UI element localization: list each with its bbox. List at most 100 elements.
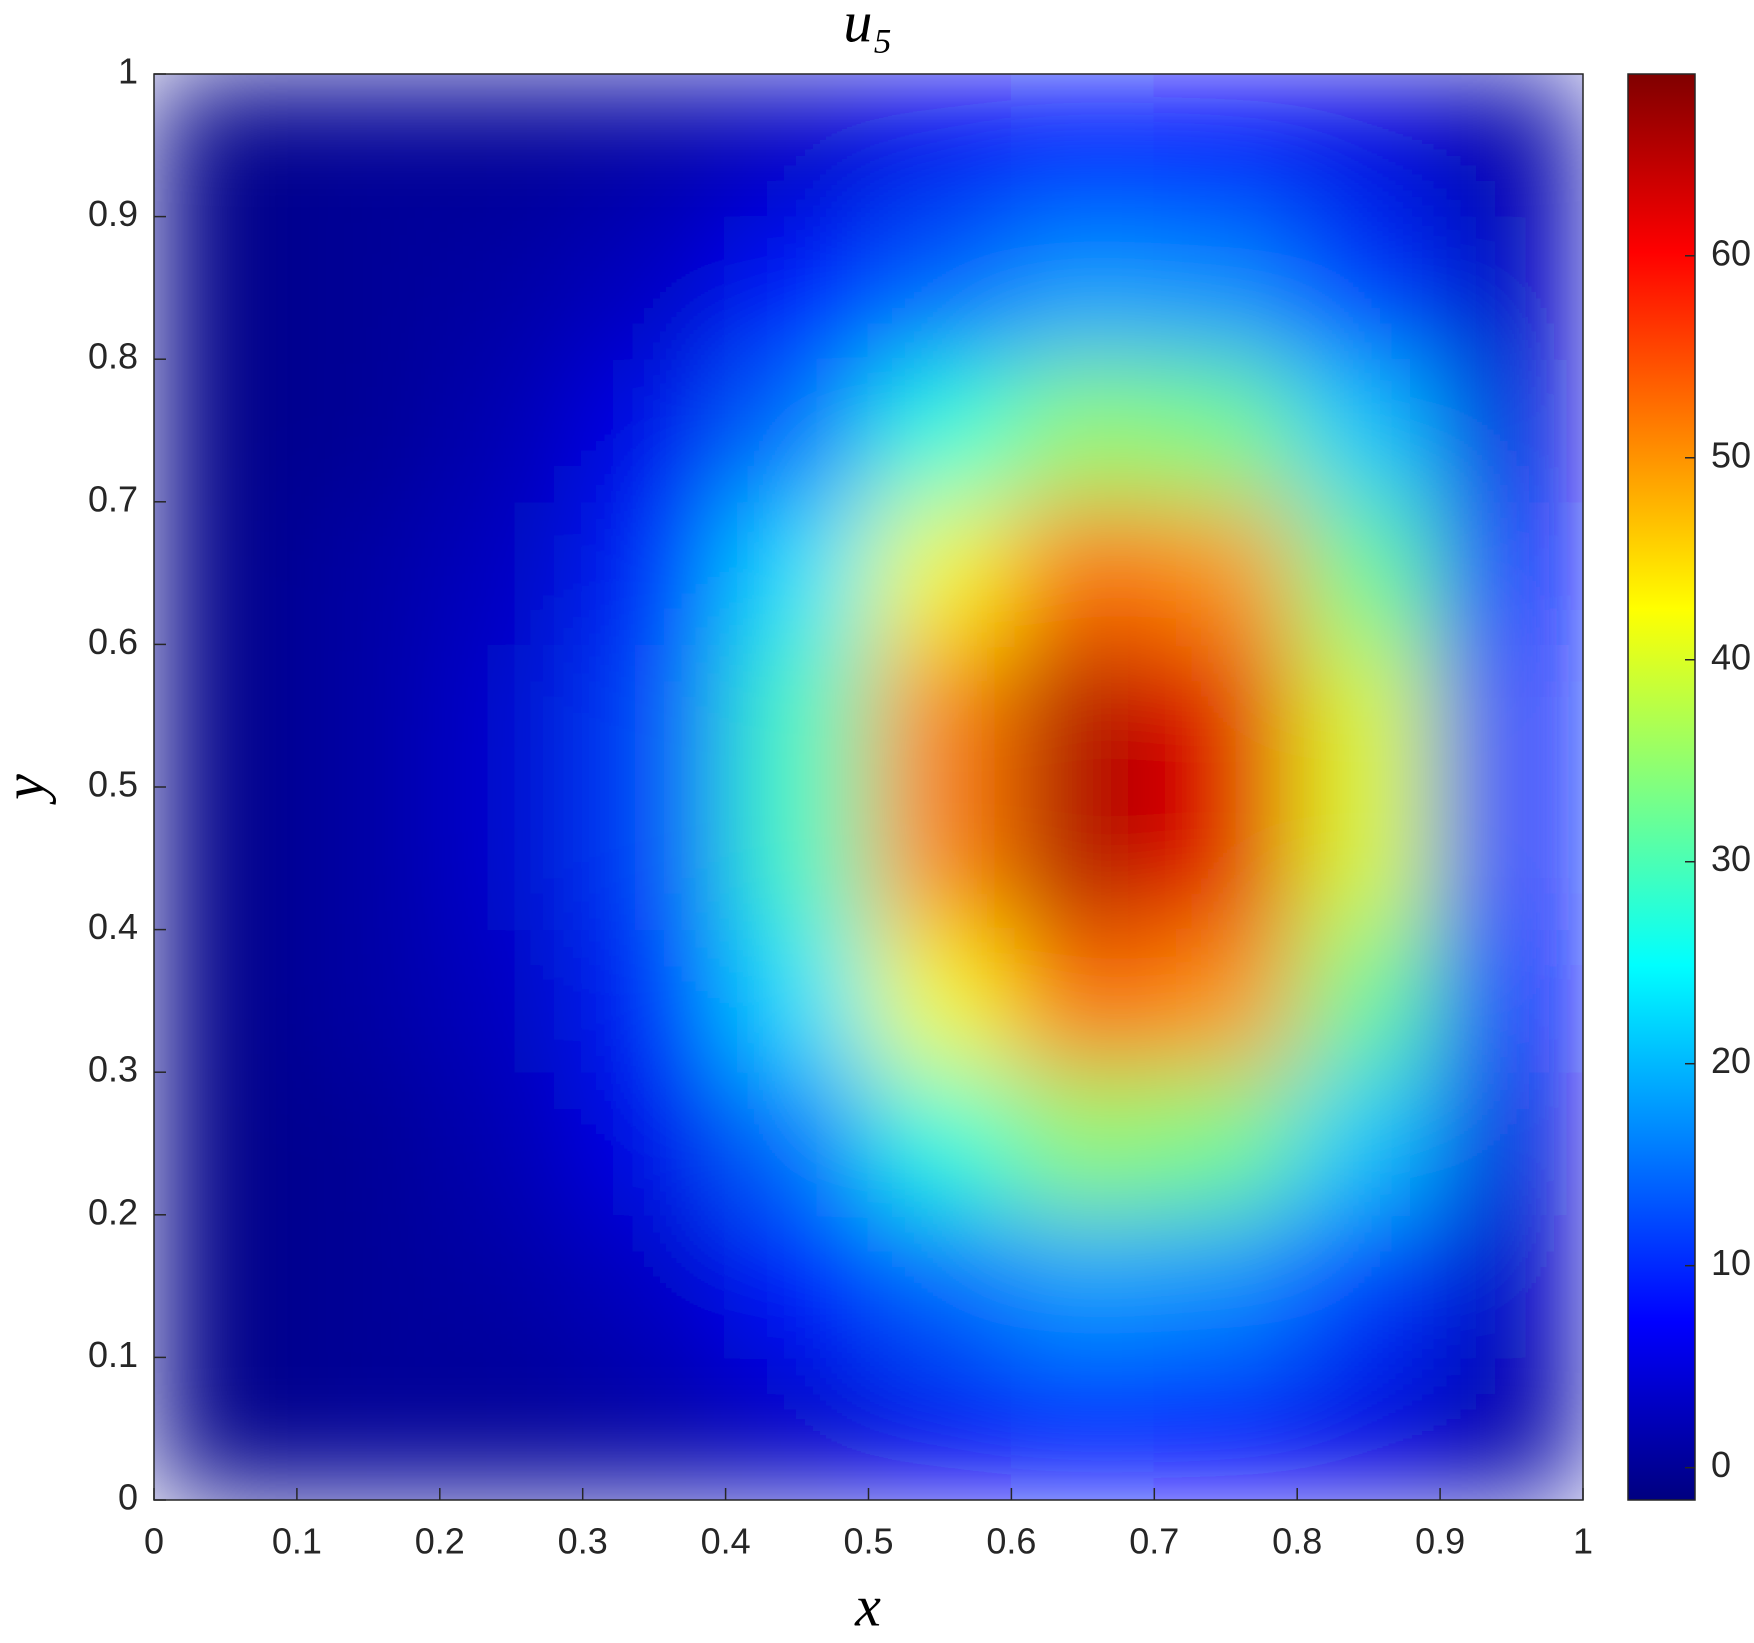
heatmap-cell [1439,1214,1583,1358]
colorbar-tick-label: 40 [1711,636,1751,677]
colorbar-tick-label: 50 [1711,434,1751,475]
heatmap-cell [868,786,1012,931]
heatmap-cell [582,929,727,1073]
heatmap-cell [439,643,584,788]
x-tick-label: 1 [1573,1521,1593,1562]
heatmap-cell [296,643,441,788]
heatmap-cell [1010,216,1155,360]
y-tick-label: 0.2 [88,1191,138,1232]
heatmap-cell [725,74,869,218]
y-tick-label: 0.8 [88,336,138,377]
heatmap-cell [725,1214,869,1358]
heatmap-cell [439,216,584,360]
heatmap-cell [582,216,727,360]
heatmap-cell [154,216,298,360]
heatmap-cell [582,1356,727,1500]
heatmap-cell [154,74,298,218]
heatmap-cell [154,929,298,1073]
heatmap-cell [1010,643,1155,788]
heatmap-cell [439,1071,584,1216]
heatmap-cell [582,1071,727,1216]
heatmap-cell [439,74,584,218]
heatmap-cell [582,643,727,788]
heatmap-cell [1010,501,1155,645]
colorbar-tick-label: 10 [1711,1242,1751,1283]
x-tick-label: 0.5 [843,1521,893,1562]
y-tick-label: 0.6 [88,621,138,662]
heatmap-cell [868,1214,1012,1358]
heatmap-cell [725,929,869,1073]
heatmap-cell [1439,1356,1583,1500]
y-tick-label: 0.9 [88,193,138,234]
heatmap-cell [1439,501,1583,645]
heatmap-cell [154,358,298,503]
y-tick-label: 0.5 [88,764,138,805]
heatmap-cell [1296,216,1441,360]
x-tick-label: 0.8 [1272,1521,1322,1562]
colorbar-tick-label: 60 [1711,232,1751,273]
heatmap-cell [1439,358,1583,503]
x-tick-label: 0.4 [701,1521,751,1562]
heatmap-cell [1296,1356,1441,1500]
heatmap-cell [582,1214,727,1358]
heatmap-cell [725,1071,869,1216]
heatmap-cell [154,1214,298,1358]
y-tick-label: 0 [118,1477,138,1518]
heatmap-cell [296,786,441,931]
heatmap-cell [1296,1071,1441,1216]
y-tick-label: 0.7 [88,478,138,519]
heatmap-cell [1296,501,1441,645]
x-tick-label: 0.6 [986,1521,1036,1562]
heatmap-cell [1010,1071,1155,1216]
heatmap-cell [1010,1356,1155,1500]
y-tick-label: 1 [118,51,138,92]
heatmap-cell [868,74,1012,218]
heatmap-cell [154,643,298,788]
heatmap-cell [1153,786,1298,931]
heatmap-cell [725,501,869,645]
heatmap-cell [296,74,441,218]
heatmap-cell [1296,929,1441,1073]
heatmap [154,74,1583,1500]
colorbar-tick-label: 0 [1711,1444,1731,1485]
heatmap-cell [439,358,584,503]
heatmap-cell [1439,786,1583,931]
heatmap-cell [296,929,441,1073]
heatmap-cell [1153,929,1298,1073]
y-tick-label: 0.1 [88,1334,138,1375]
y-tick-label: 0.3 [88,1049,138,1090]
colorbar [1627,73,1696,1501]
heatmap-cell [1010,929,1155,1073]
heatmap-cell [1153,358,1298,503]
heatmap-cell [1296,643,1441,788]
heatmap-cell [1153,501,1298,645]
x-tick-label: 0.9 [1415,1521,1465,1562]
heatmap-cell [296,1356,441,1500]
heatmap-cell [1296,74,1441,218]
heatmap-cell [439,929,584,1073]
heatmap-cell [582,501,727,645]
heatmap-cell [1296,358,1441,503]
heatmap-cell [725,216,869,360]
x-tick-label: 0.3 [558,1521,608,1562]
heatmap-cell [725,358,869,503]
heatmap-cell [1439,1071,1583,1216]
heatmap-cell [1439,74,1583,218]
heatmap-cell [725,643,869,788]
heatmap-cell [296,501,441,645]
heatmap-cell [154,501,298,645]
x-tick-label: 0 [144,1521,164,1562]
heatmap-cell [1010,358,1155,503]
heatmap-cell [725,786,869,931]
x-tick-label: 0.2 [415,1521,465,1562]
heatmap-cell [296,358,441,503]
heatmap-cell [582,74,727,218]
heatmap-cell [1153,643,1298,788]
heatmap-cell [1153,1071,1298,1216]
heatmap-cell [154,1071,298,1216]
heatmap-cell [296,1071,441,1216]
heatmap-cell [868,1356,1012,1500]
heatmap-cell [868,358,1012,503]
heatmap-cell [1153,216,1298,360]
